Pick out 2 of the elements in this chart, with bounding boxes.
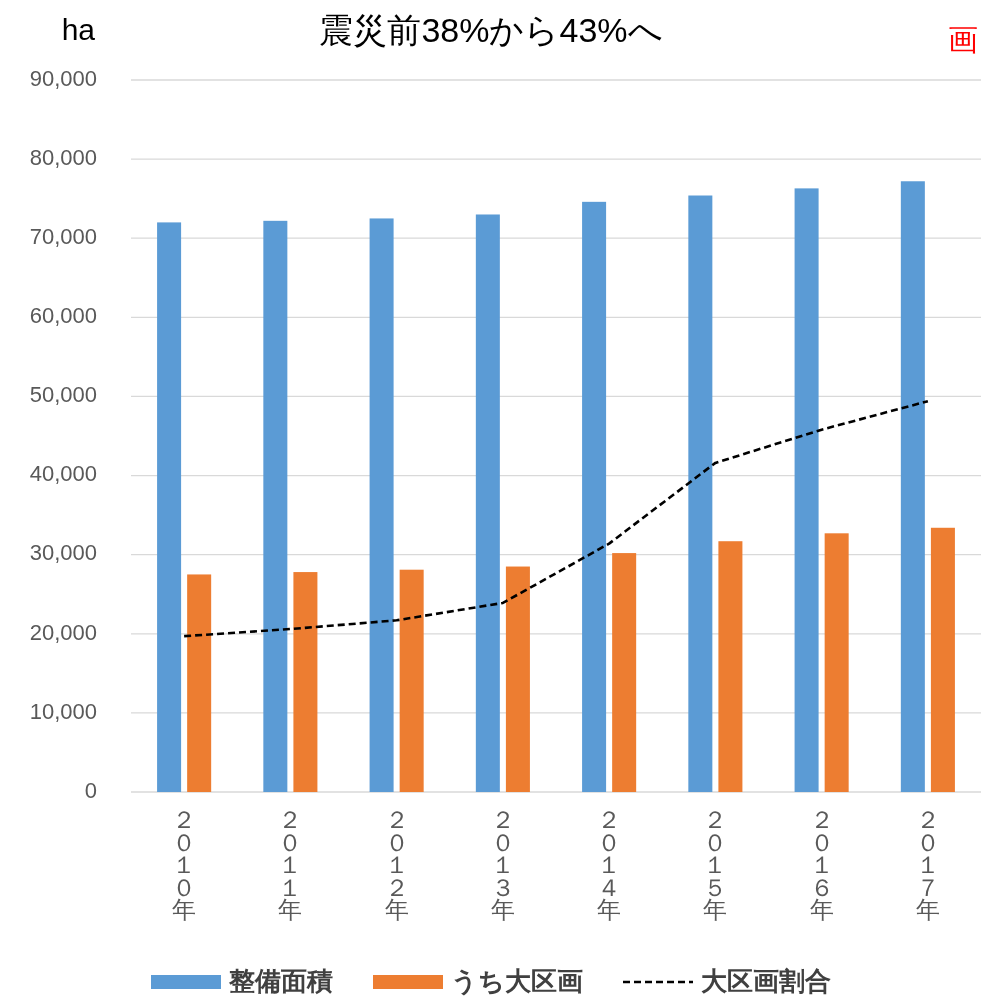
note: 画 [948, 23, 978, 56]
title: 震災前38%から43%へ [319, 11, 663, 49]
